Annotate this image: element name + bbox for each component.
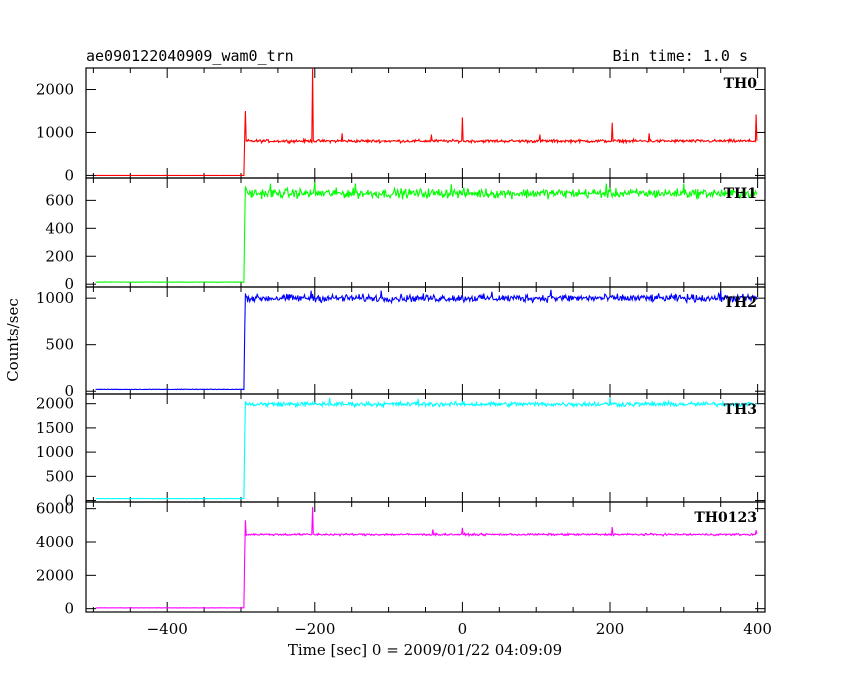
bin-time-label: Bin time: 1.0 s [613, 47, 748, 65]
y-tick-label-th3: 1000 [36, 443, 74, 461]
y-tick-label-th3: 500 [45, 467, 74, 485]
y-tick-label-th0: 0 [64, 166, 74, 184]
y-tick-label-th2: 500 [45, 336, 74, 354]
chart-title: ae090122040909_wam0_trn [86, 47, 294, 65]
y-tick-label-th3: 0 [64, 492, 74, 510]
y-tick-label-th2: 0 [64, 382, 74, 400]
y-tick-label-th0123: 4000 [36, 533, 74, 551]
y-tick-label-th1: 600 [45, 191, 74, 209]
x-tick-label: −200 [294, 620, 335, 638]
y-tick-label-th1: 400 [45, 219, 74, 237]
y-tick-label-th0123: 0 [64, 600, 74, 618]
panel-frame-th0123 [85, 501, 766, 613]
y-tick-label-th0: 2000 [36, 80, 74, 98]
x-tick-label: 0 [458, 620, 468, 638]
y-tick-label-th2: 1000 [36, 289, 74, 307]
panel-label-th1: TH1 [724, 186, 757, 202]
panel-frame-th3 [85, 393, 766, 503]
series-line-th0123 [95, 506, 758, 609]
x-tick-label: −400 [147, 620, 188, 638]
panel-label-th0123: TH0123 [694, 510, 757, 526]
panel-frame-th0 [85, 67, 766, 179]
y-tick-label-th0123: 6000 [36, 500, 74, 518]
y-tick-label-th1: 200 [45, 247, 74, 265]
x-tick-label: 200 [596, 620, 625, 638]
y-tick-label-th0: 1000 [36, 123, 74, 141]
series-line-th2 [95, 289, 758, 391]
x-axis-label: Time [sec] 0 = 2009/01/22 04:09:09 [288, 641, 562, 659]
y-tick-label-th3: 2000 [36, 395, 74, 413]
y-axis-label: Counts/sec [4, 298, 22, 382]
y-tick-label-th0123: 2000 [36, 566, 74, 584]
panel-label-th3: TH3 [724, 402, 757, 418]
panel-label-th0: TH0 [724, 76, 758, 92]
x-tick-label: 400 [743, 620, 772, 638]
panel-frame-th2 [85, 286, 766, 395]
series-line-th0 [95, 67, 758, 177]
series-line-th1 [95, 182, 758, 283]
panel-label-th2: TH2 [724, 295, 757, 311]
y-tick-label-th1: 0 [64, 275, 74, 293]
series-line-th3 [95, 397, 758, 500]
y-tick-label-th3: 1500 [36, 419, 74, 437]
